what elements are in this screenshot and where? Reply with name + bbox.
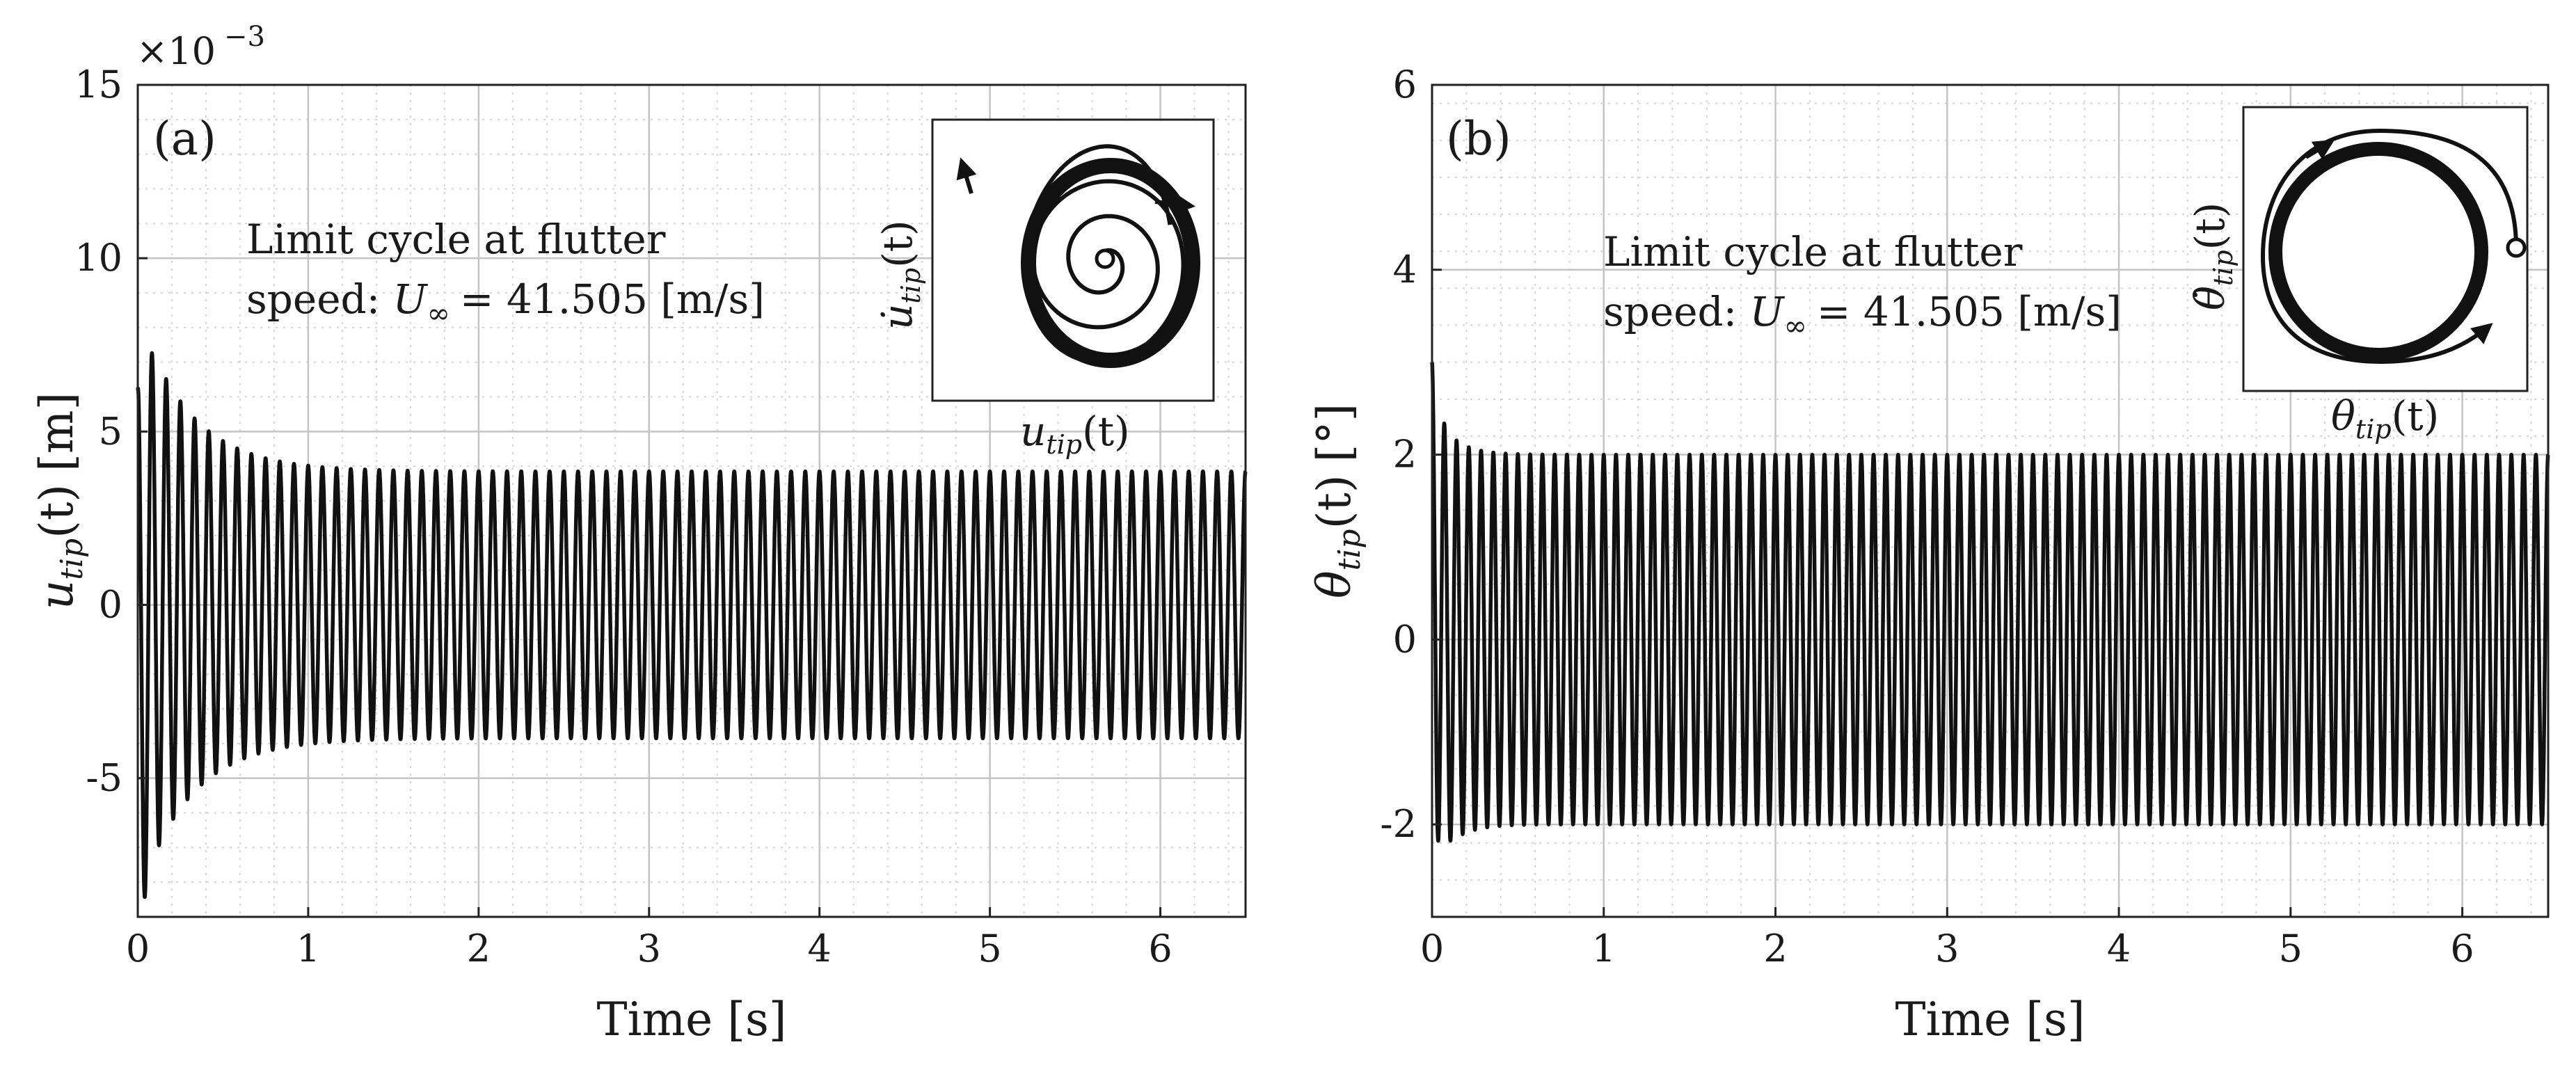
inset-start-marker-b [2506,237,2527,258]
annotation-b: Limit cycle at flutter speed: U∞ = 41.505… [1603,228,2122,342]
inset-limit-cycle-a [1021,158,1200,368]
annotation-prefix-a: speed: [246,275,393,323]
x-tick-label: 6 [2450,927,2474,970]
y-label-arg-a: (t) [30,484,84,538]
annotation-line1-a: Limit cycle at flutter [246,216,666,263]
annotation-sub-b: ∞ [1784,310,1807,342]
x-tick-label: 3 [1935,927,1959,970]
series-line-b [1430,362,2550,843]
plot-frame-a [136,83,1247,918]
series-theta-tip [1430,362,2550,843]
x-tick-label: 2 [467,927,491,970]
inset-xlabel-sub-b: tip [2355,414,2392,445]
annotation-symbol-a: U [393,275,429,323]
annotation-line2-a: speed: U∞ = 41.505 [m/s] [246,275,765,330]
inset-start-marker-a [1095,248,1115,269]
panel-b: 0 1 2 3 4 5 6 -2 0 2 4 6 (b) Limit cycle at flutter… [1307,63,2550,1046]
inset-b: θtip(t) θ̇tip(t) [2186,106,2529,445]
annotation-a: Limit cycle at flutter speed: U∞ = 41.505… [246,216,765,330]
annotation-symbol-b: U [1750,288,1786,335]
inset-arrow-b1 [2305,139,2335,160]
y-axis-label-a: utip(t) [m] [30,392,90,610]
x-tick-label: 5 [978,927,1001,970]
y-label-arg-b: (t) [1307,474,1361,529]
x-tick-label: 1 [1592,927,1616,970]
panel-a: 0 1 2 3 4 5 6 -5 0 5 10 15 ×10 −3 (a) Limit cycle a… [30,21,1248,1046]
inset-xlabel-main-b: θ [2331,392,2355,440]
inset-ylabel-main-b: θ̇ [2186,286,2234,310]
x-tick-label: 4 [2107,927,2131,970]
y-tick-label: 5 [99,409,122,453]
y-tick-label: 0 [1393,617,1417,661]
inset-a: utip(t) u̇tip(t) [874,118,1215,460]
inset-xlabel-arg-a: (t) [1082,408,1130,455]
ticks-a: 0 1 2 3 4 5 6 -5 0 5 10 15 [74,63,1172,970]
y-tick-label: 10 [74,236,122,280]
x-axis-label-a: Time [s] [596,993,786,1046]
inset-ylabel-arg-a: (t) [874,220,921,268]
y-exponent-label-a: ×10 −3 [136,21,265,73]
y-label-unit-a: [m] [30,392,84,472]
y-axis-label-b: θtip(t) [°] [1307,403,1367,598]
series-u-tip [136,351,1248,899]
y-label-main-b: θ [1307,570,1361,598]
series-line-a [136,351,1248,899]
y-label-main-a: u [30,580,84,610]
inset-xlabel-arg-b: (t) [2392,392,2440,440]
y-tick-label: 2 [1393,433,1417,477]
x-tick-label: 4 [808,927,832,970]
inset-xlabel-a: utip(t) [1020,408,1130,460]
inset-xlabel-b: θtip(t) [2331,392,2439,445]
inset-xlabel-sub-a: tip [1046,429,1082,460]
x-tick-label: 3 [637,927,661,970]
x-tick-label: 2 [1763,927,1787,970]
y-tick-label: -2 [1380,802,1417,846]
inset-xlabel-main-a: u [1020,408,1046,455]
inset-ylabel-b: θ̇tip(t) [2186,202,2239,310]
y-exponent-base: ×10 [136,29,216,73]
y-label-sub-b: tip [1332,529,1367,570]
inset-ylabel-a: u̇tip(t) [874,220,926,330]
panel-label-b: (b) [1446,112,1511,166]
x-tick-label: 1 [296,927,320,970]
annotation-value-b: = 41.505 [m/s] [1817,288,2122,335]
annotation-line1-b: Limit cycle at flutter [1603,228,2023,275]
y-label-sub-a: tip [54,538,90,580]
y-label-unit-b: [°] [1307,403,1361,463]
ticks-b: 0 1 2 3 4 5 6 -2 0 2 4 6 [1380,63,2474,970]
inset-ylabel-main-a: u̇ [874,304,921,330]
annotation-line2-b: speed: U∞ = 41.505 [m/s] [1603,288,2122,342]
annotation-sub-a: ∞ [427,298,450,330]
plot-frame-b [1431,83,2550,918]
inset-limit-cycle-b [2268,142,2488,362]
inset-ylabel-sub-a: tip [896,268,926,304]
x-tick-label: 0 [1420,927,1444,970]
inset-arrow-a2 [956,157,977,194]
x-tick-label: 0 [126,927,150,970]
x-axis-label-b: Time [s] [1895,993,2085,1046]
y-exponent-power: −3 [224,21,265,53]
x-tick-label: 5 [2279,927,2303,970]
annotation-prefix-b: speed: [1603,288,1750,335]
y-tick-label: 0 [99,583,122,627]
y-tick-label: 15 [74,63,122,106]
inset-ylabel-arg-b: (t) [2186,202,2234,250]
y-tick-label: -5 [86,756,122,800]
annotation-value-a: = 41.505 [m/s] [460,275,765,323]
panel-label-a: (a) [153,112,216,166]
x-tick-label: 6 [1148,927,1172,970]
inset-arrow-a1 [1154,193,1195,215]
y-tick-label: 6 [1393,63,1417,106]
y-tick-label: 4 [1393,248,1417,291]
inset-outer-trajectory-b [2260,128,2518,365]
inset-ylabel-sub-b: tip [2208,250,2239,286]
